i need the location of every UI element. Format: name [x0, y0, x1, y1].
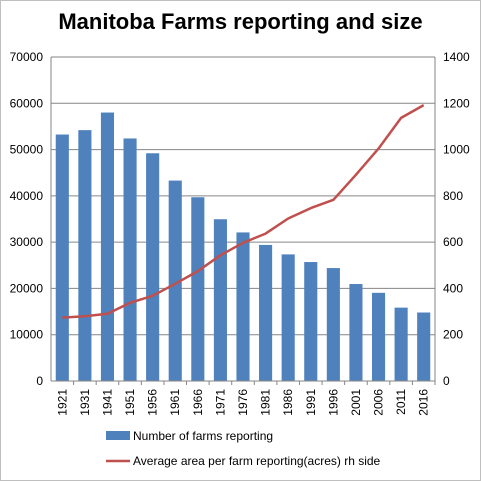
chart-title: Manitoba Farms reporting and size [58, 9, 423, 34]
y-left-tick-label: 50000 [10, 143, 44, 157]
bar [191, 197, 205, 381]
x-tick-label: 1996 [326, 389, 340, 416]
x-tick-label: 1976 [236, 389, 250, 416]
bar [78, 130, 92, 381]
x-tick-label: 2016 [417, 389, 431, 416]
x-tick-label: 1941 [100, 389, 114, 416]
line-series-path [62, 104, 425, 319]
y-right-tick-label: 0 [443, 374, 450, 388]
x-tick-label: 1986 [281, 389, 295, 416]
bar [100, 112, 115, 382]
bar [371, 292, 386, 381]
y-right-tick-label: 1400 [443, 50, 470, 64]
x-tick-label: 1956 [146, 389, 160, 416]
x-tick-label: 2001 [349, 389, 363, 416]
x-tick-label: 1951 [123, 389, 137, 416]
x-tick-label: 1931 [78, 389, 92, 416]
x-tick-label: 2006 [372, 389, 386, 416]
x-tick-label: 1961 [168, 389, 182, 416]
y-left-tick-label: 20000 [10, 281, 44, 295]
x-tick-label: 1966 [191, 389, 205, 416]
bar [146, 153, 160, 381]
bar [349, 284, 363, 381]
bar [281, 254, 295, 381]
x-tick-label: 1971 [213, 389, 227, 416]
y-right-tick-label: 600 [443, 235, 463, 249]
line-series [62, 104, 425, 319]
legend-label-bars: Number of farms reporting [133, 429, 273, 443]
bar [304, 262, 318, 381]
bar [417, 312, 431, 381]
x-tick-label: 1921 [55, 389, 69, 416]
axes: 0 0 10000 200 20000 400 30000 600 40000 800 50000 1… [10, 50, 470, 416]
y-right-tick-label: 1200 [443, 96, 470, 110]
y-right-tick-label: 1000 [443, 143, 470, 157]
bar [55, 134, 69, 381]
y-left-tick-label: 40000 [10, 189, 44, 203]
y-right-tick-label: 400 [443, 281, 463, 295]
bar [394, 307, 408, 381]
y-left-tick-label: 0 [36, 374, 43, 388]
y-left-tick-label: 70000 [10, 50, 44, 64]
legend: Number of farms reporting Average area p… [106, 429, 381, 468]
legend-label-line: Average area per farm reporting(acres) r… [133, 454, 381, 468]
y-right-tick-label: 800 [443, 189, 463, 203]
x-tick-label: 2011 [394, 389, 408, 415]
bar [259, 244, 273, 381]
y-left-tick-label: 10000 [10, 328, 44, 342]
y-left-tick-label: 30000 [10, 235, 44, 249]
bar [168, 180, 182, 381]
bar [236, 232, 250, 381]
y-right-tick-label: 200 [443, 328, 463, 342]
legend-swatch-bars [106, 431, 130, 440]
bar-series [55, 112, 431, 382]
bar [326, 268, 340, 381]
y-left-tick-label: 60000 [10, 96, 44, 110]
bar [123, 138, 137, 381]
x-tick-label: 1991 [304, 389, 318, 416]
bar [213, 219, 227, 381]
x-tick-label: 1981 [259, 389, 273, 416]
